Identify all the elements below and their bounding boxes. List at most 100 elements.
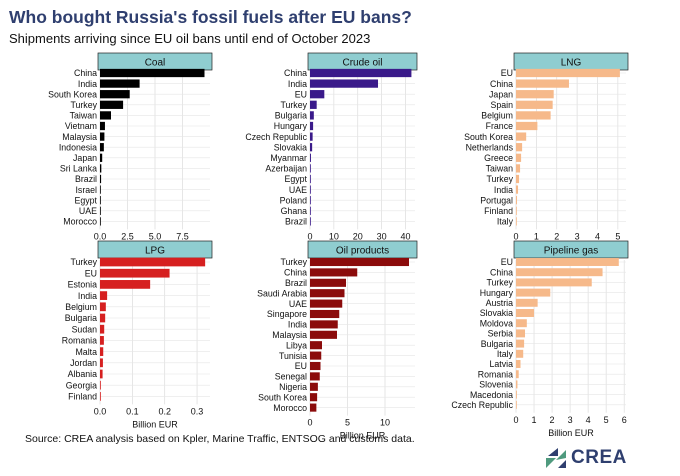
- coal-bar: [100, 79, 140, 88]
- lng-category-label: Greece: [484, 153, 513, 163]
- oil-products-category-label: China: [284, 268, 307, 278]
- pipeline-gas-category-label: EU: [501, 257, 513, 267]
- chart-title: Who bought Russia's fossil fuels after E…: [9, 7, 412, 27]
- chart-subtitle: Shipments arriving since EU oil bans unt…: [9, 31, 371, 46]
- crude-oil-tick-label: 40: [400, 231, 410, 241]
- coal-bar: [100, 196, 101, 205]
- coal-bar: [100, 174, 102, 184]
- lng-bar: [516, 153, 522, 162]
- lpg-category-label: Romania: [62, 336, 97, 346]
- coal-category-label: UAE: [79, 206, 97, 216]
- lng-category-label: Taiwan: [486, 164, 513, 174]
- lpg-category-label: Belgium: [65, 302, 97, 312]
- lng-category-label: France: [486, 121, 513, 131]
- lng-bar: [516, 90, 554, 99]
- crude-oil-bar: [310, 185, 311, 194]
- coal-tick-label: 7.5: [176, 231, 189, 241]
- coal-bar: [100, 206, 101, 215]
- lng-category-label: South Korea: [464, 132, 513, 142]
- crude-oil-bar: [310, 206, 311, 215]
- pipeline-gas-panel-title: Pipeline gas: [544, 246, 598, 257]
- pipeline-gas-category-label: Austria: [486, 298, 513, 308]
- pipeline-gas-bar: [516, 268, 603, 277]
- crude-oil-bar: [310, 164, 311, 173]
- pipeline-gas-tick-label: 0: [513, 415, 518, 425]
- pipeline-gas-tick-label: 1: [532, 415, 537, 425]
- crude-oil-category-label: EU: [295, 89, 307, 99]
- coal-bar: [100, 217, 101, 226]
- coal-category-label: Brazil: [75, 174, 97, 184]
- oil-products-bar: [310, 393, 318, 402]
- coal-category-label: Taiwan: [70, 111, 97, 121]
- crude-oil-bar: [310, 196, 311, 205]
- oil-products-bar: [310, 278, 346, 287]
- oil-products-bar: [310, 403, 317, 412]
- pipeline-gas-bar: [516, 380, 518, 389]
- coal-category-label: India: [78, 79, 97, 89]
- coal-category-label: Egypt: [75, 195, 98, 205]
- coal-tick-label: 5.0: [149, 231, 162, 241]
- oil-products-category-label: Turkey: [280, 257, 307, 267]
- pipeline-gas-category-label: Moldova: [480, 318, 513, 328]
- oil-products-tick-label: 0: [307, 418, 312, 428]
- oil-products-bar: [310, 289, 345, 298]
- lpg-category-label: Georgia: [66, 380, 97, 390]
- oil-products-bar: [310, 341, 322, 350]
- crude-oil-bar: [310, 90, 325, 99]
- pipeline-gas-bar: [516, 400, 517, 409]
- pipeline-gas-bar: [516, 339, 525, 348]
- lng-tick-label: 2: [554, 231, 559, 241]
- oil-products-category-label: Libya: [286, 340, 307, 350]
- crude-oil-tick-label: 30: [377, 231, 387, 241]
- coal-category-label: China: [74, 68, 97, 78]
- oil-products-category-label: EU: [295, 361, 307, 371]
- coal-bar: [100, 68, 205, 78]
- lng-category-label: Finland: [484, 206, 513, 216]
- lpg-category-label: Estonia: [68, 280, 97, 290]
- lng-bar: [516, 206, 517, 215]
- crude-oil-bar: [310, 132, 313, 141]
- lpg-x-axis-label: Billion EUR: [132, 419, 178, 429]
- lpg-tick-label: 0.2: [158, 406, 171, 416]
- pipeline-gas-bar: [516, 390, 517, 399]
- crude-oil-category-label: Azerbaijan: [265, 164, 307, 174]
- crude-oil-tick-label: 20: [353, 231, 363, 241]
- coal-category-label: Vietnam: [65, 121, 97, 131]
- crude-oil-bar: [310, 143, 313, 152]
- lng-category-label: India: [494, 185, 513, 195]
- oil-products-category-label: Senegal: [275, 372, 307, 382]
- lpg-tick-label: 0.3: [191, 406, 204, 416]
- lpg-bar: [100, 268, 170, 278]
- lng-tick-label: 3: [575, 231, 580, 241]
- crude-oil-category-label: Bulgaria: [275, 111, 307, 121]
- pipeline-gas-bar: [516, 349, 524, 358]
- lpg-category-label: Turkey: [70, 257, 97, 267]
- lng-tick-label: 5: [615, 231, 620, 241]
- coal-bar: [100, 164, 102, 173]
- lng-category-label: China: [490, 79, 513, 89]
- oil-products-tick-label: 10: [380, 418, 390, 428]
- lng-bar: [516, 111, 551, 120]
- coal-tick-label: 2.5: [121, 231, 134, 241]
- crude-oil-tick-label: 10: [329, 231, 339, 241]
- pipeline-gas-category-label: Czech Republic: [451, 400, 513, 410]
- crude-oil-bar: [310, 111, 314, 120]
- lng-category-label: Italy: [497, 217, 514, 227]
- coal-bar: [100, 121, 105, 131]
- lpg-bar: [100, 369, 103, 379]
- coal-bar: [100, 132, 105, 141]
- oil-products-category-label: UAE: [289, 299, 307, 309]
- crude-oil-category-label: India: [288, 79, 307, 89]
- lng-bar: [516, 174, 520, 184]
- pipeline-gas-tick-label: 2: [550, 415, 555, 425]
- lpg-panel-title: LPG: [145, 246, 165, 257]
- pipeline-gas-category-label: Bulgaria: [481, 339, 513, 349]
- oil-products-bar: [310, 351, 322, 360]
- lpg-category-label: Finland: [68, 392, 97, 402]
- pipeline-gas-panel-header: [513, 240, 629, 259]
- pipeline-gas-bar: [516, 258, 619, 266]
- lpg-category-label: Albania: [68, 369, 97, 379]
- oil-products-bar: [310, 330, 337, 339]
- coal-bar: [100, 111, 111, 120]
- crude-oil-category-label: Egypt: [285, 174, 308, 184]
